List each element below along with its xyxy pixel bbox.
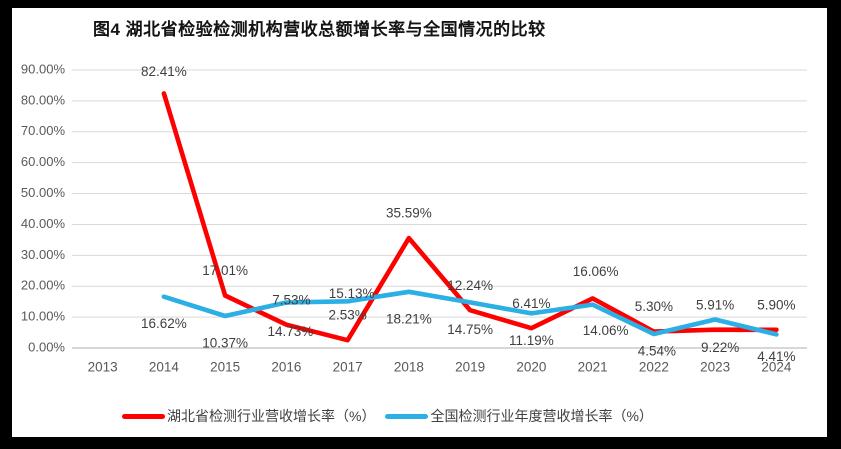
data-label: 5.90% [757, 297, 795, 312]
legend-item-national: 全国检测行业年度营收增长率（%） [385, 406, 653, 426]
y-axis-tick-label: 10.00% [21, 309, 66, 324]
data-label: 2.53% [328, 308, 366, 323]
x-axis-tick-label: 2017 [333, 360, 363, 375]
x-axis-tick-label: 2015 [210, 360, 240, 375]
x-axis-tick-label: 2022 [639, 360, 669, 375]
x-axis-tick-label: 2020 [516, 360, 546, 375]
x-axis-tick-label: 2016 [271, 360, 301, 375]
y-axis-tick-label: 0.00% [28, 339, 65, 354]
data-label: 6.41% [512, 296, 550, 311]
data-label: 18.21% [386, 311, 432, 326]
legend-label-hubei: 湖北省检测行业营收增长率（%） [167, 408, 376, 424]
y-axis-tick-label: 50.00% [21, 185, 66, 200]
data-label: 82.41% [141, 64, 187, 79]
y-axis-tick-label: 40.00% [21, 216, 66, 231]
x-axis-tick-label: 2014 [149, 360, 180, 375]
y-axis-tick-label: 90.00% [21, 61, 66, 76]
x-axis-tick-label: 2024 [761, 360, 792, 375]
data-label: 12.24% [447, 278, 493, 293]
legend-label-national: 全国检测行业年度营收增长率（%） [430, 408, 653, 424]
data-label: 5.91% [696, 297, 734, 312]
chart-title: 图4 湖北省检验检测机构营收总额增长率与全国情况的比较 [93, 20, 546, 39]
national-series-line [161, 289, 779, 337]
x-axis-tick-label: 2019 [455, 360, 485, 375]
data-label: 10.37% [202, 336, 248, 351]
y-axis-tick-label: 20.00% [21, 278, 66, 293]
x-axis-tick-label: 2018 [394, 360, 424, 375]
data-label: 14.75% [447, 322, 493, 337]
y-axis-tick-label: 30.00% [21, 247, 66, 262]
data-label: 4.41% [757, 349, 795, 364]
data-label: 9.22% [701, 340, 739, 355]
data-label: 35.59% [386, 206, 432, 221]
data-label: 14.06% [583, 323, 629, 338]
x-axis-tick-label: 2021 [578, 360, 608, 375]
data-label: 5.30% [635, 299, 673, 314]
y-axis-tick-label: 80.00% [21, 92, 66, 107]
y-axis-tick-label: 70.00% [21, 123, 66, 138]
chart-surface: 图4 湖北省检验检测机构营收总额增长率与全国情况的比较 0.00% 10.00% 2… [12, 8, 827, 437]
line-chart: 0.00% 10.00% 20.00% 30.00% 40.00% 50.00% 60.00… [21, 61, 807, 375]
y-axis-tick-label: 60.00% [21, 154, 66, 169]
data-label: 15.13% [329, 286, 375, 301]
data-label: 17.01% [202, 263, 248, 278]
data-label: 16.62% [141, 316, 187, 331]
x-axis-tick-label: 2023 [700, 360, 730, 375]
x-axis-tick-label: 2013 [88, 360, 118, 375]
chart-legend: 湖北省检测行业营收增长率（%） 全国检测行业年度营收增长率（%） [122, 406, 653, 426]
national-line-swatch [385, 413, 429, 419]
data-label: 16.06% [573, 264, 619, 279]
data-label: 14.73% [267, 324, 313, 339]
data-label: 11.19% [509, 333, 554, 348]
data-label: 4.54% [638, 344, 676, 359]
hubei-line-swatch [122, 413, 165, 419]
data-label: 7.53% [272, 292, 310, 307]
legend-item-hubei: 湖北省检测行业营收增长率（%） [122, 406, 375, 426]
